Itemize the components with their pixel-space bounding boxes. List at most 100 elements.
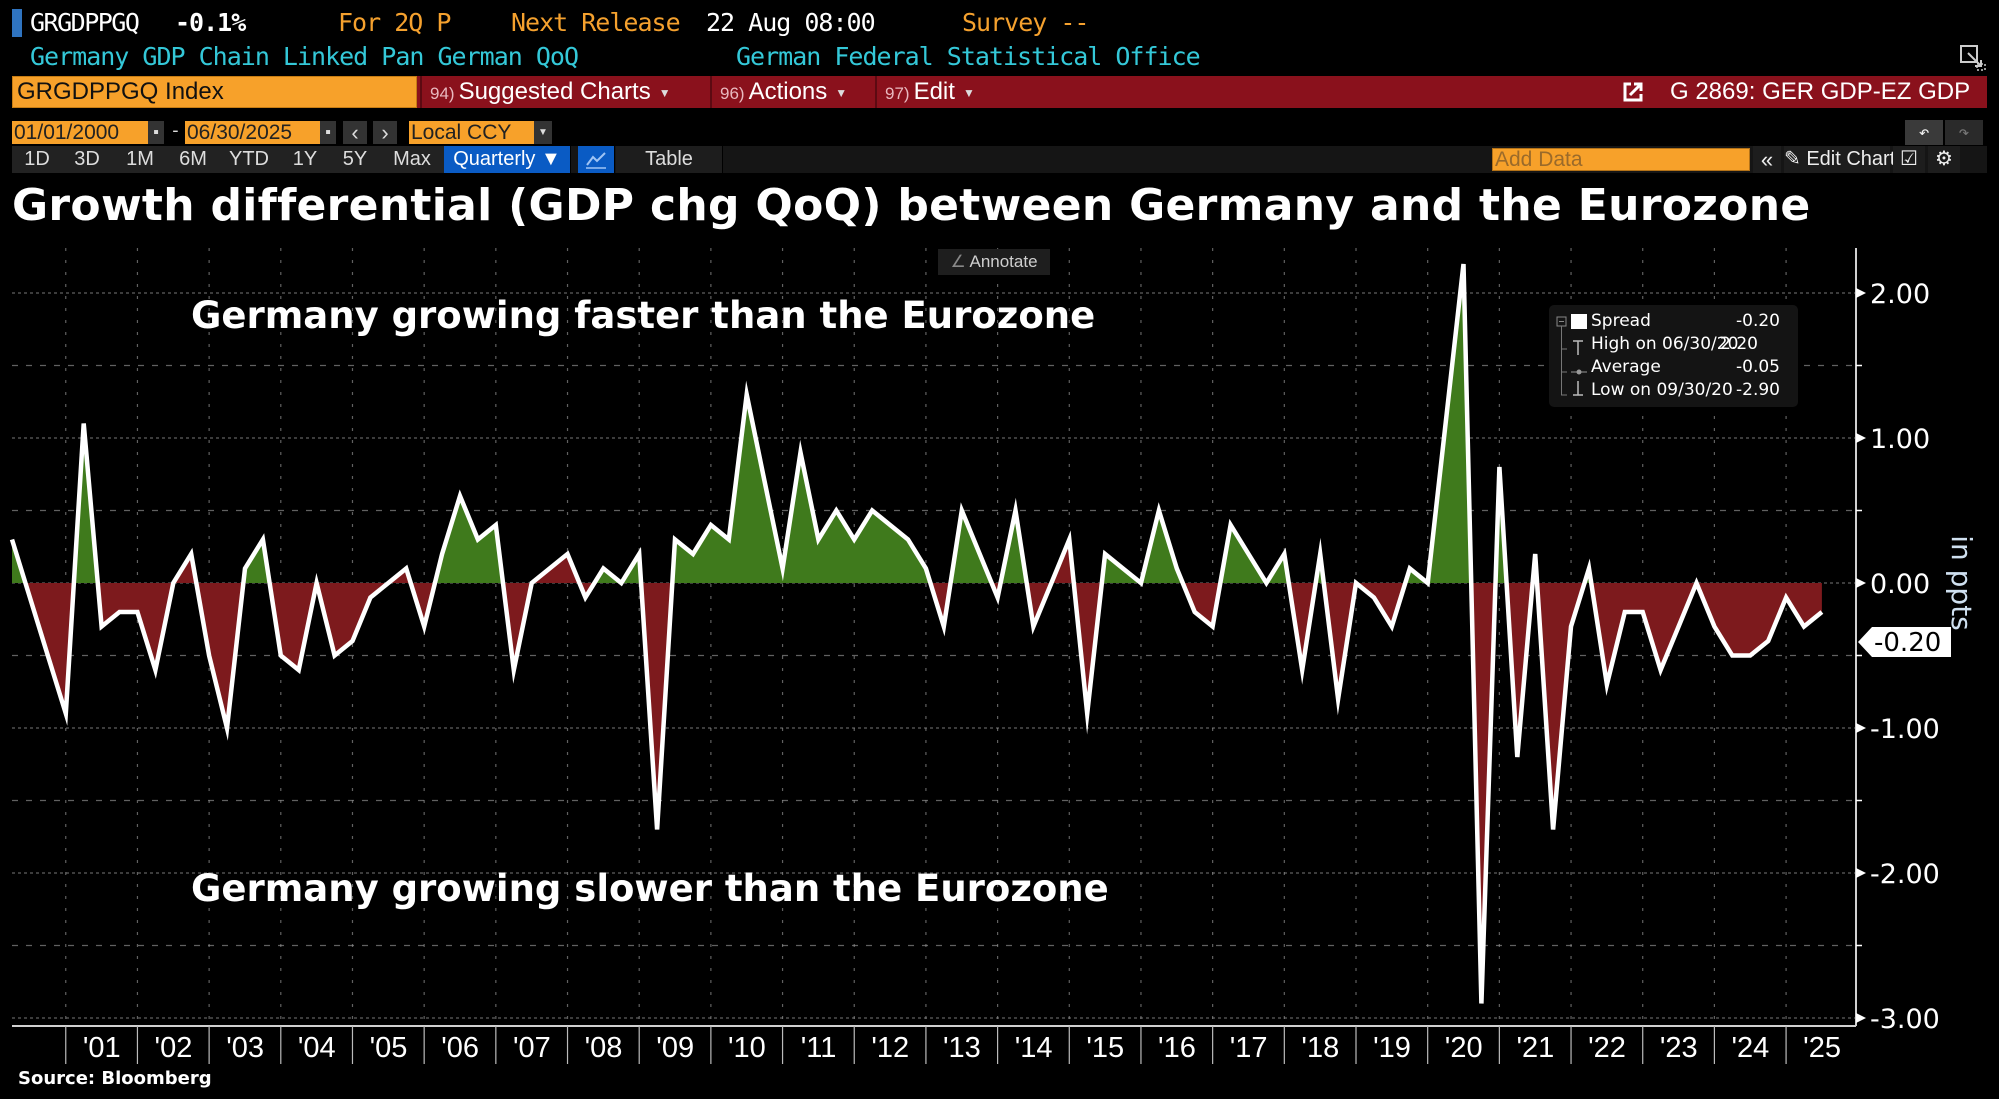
data-point	[1210, 624, 1216, 630]
range-6m[interactable]: 6M	[168, 146, 219, 173]
x-tick-label: '23	[1660, 1032, 1698, 1064]
x-tick-label: '15	[1086, 1032, 1124, 1064]
x-tick-label: '25	[1803, 1032, 1841, 1064]
negative-area	[1506, 583, 1533, 757]
last-value-label: -0.20	[1874, 628, 1941, 658]
security-input[interactable]: GRGDPPGQ Index	[12, 76, 417, 108]
data-point	[1765, 638, 1771, 644]
line-chart-icon[interactable]	[578, 146, 615, 173]
data-point	[1586, 566, 1592, 572]
data-point	[1013, 508, 1019, 514]
x-tick-label: '14	[1015, 1032, 1053, 1064]
annotation-faster: Germany growing faster than the Eurozone	[191, 294, 1096, 337]
data-point	[63, 711, 69, 717]
negative-area	[1591, 583, 1822, 685]
data-point	[224, 725, 230, 731]
calendar-icon[interactable]: ▪	[148, 121, 164, 144]
x-tick-label: '20	[1445, 1032, 1483, 1064]
external-link-icon[interactable]	[1622, 81, 1644, 103]
data-point	[1192, 609, 1198, 615]
range-3d[interactable]: 3D	[62, 146, 113, 173]
data-point	[9, 537, 15, 543]
legend-tree-icon	[1556, 314, 1587, 396]
edit-chart-button[interactable]: ✎ Edit Chart	[1784, 146, 1895, 173]
legend-high-value: 2.20	[1720, 334, 1758, 354]
currency-select[interactable]: Local CCY	[409, 121, 534, 144]
prev-period-button[interactable]: ‹	[343, 121, 367, 144]
currency-dropdown-icon[interactable]: ▼	[534, 121, 552, 144]
data-point	[1371, 595, 1377, 601]
x-tick-label: '03	[226, 1032, 264, 1064]
data-point	[959, 508, 965, 514]
data-point	[1514, 754, 1520, 760]
redo-button[interactable]: ↷	[1945, 120, 1983, 145]
chart-options-icon[interactable]: ☑	[1893, 146, 1925, 173]
end-date-field[interactable]: 06/30/2025	[185, 121, 320, 144]
data-point	[332, 653, 338, 659]
data-point	[242, 566, 248, 572]
data-point	[941, 624, 947, 630]
data-point	[278, 653, 284, 659]
grid-lines	[12, 248, 1856, 1026]
data-point	[582, 595, 588, 601]
data-point	[152, 667, 158, 673]
y-tick-label: 0.00	[1870, 569, 1930, 600]
data-point	[385, 580, 391, 586]
data-point	[995, 595, 1001, 601]
data-point	[1389, 624, 1395, 630]
data-point	[1622, 609, 1628, 615]
data-point	[1030, 624, 1036, 630]
data-point	[81, 421, 87, 427]
chart-name-link[interactable]: G 2869: GER GDP-EZ GDP	[1670, 78, 1971, 105]
data-point	[1066, 537, 1072, 543]
data-point	[780, 566, 786, 572]
collapse-button[interactable]: «	[1753, 146, 1781, 173]
data-point	[117, 609, 123, 615]
x-tick-label: '02	[155, 1032, 193, 1064]
range-1d[interactable]: 1D	[12, 146, 63, 173]
menu-number: 94)	[430, 84, 455, 103]
pencil-icon: ✎	[1784, 148, 1801, 170]
data-point	[672, 537, 678, 543]
data-point	[1102, 551, 1108, 557]
data-point	[1048, 580, 1054, 586]
popout-icon[interactable]	[1959, 44, 1987, 72]
next-period-button[interactable]: ›	[373, 121, 397, 144]
data-point	[1676, 624, 1682, 630]
negative-area	[641, 583, 673, 830]
undo-button[interactable]: ↶	[1905, 120, 1943, 145]
annotation-slower: Germany growing slower than the Eurozone	[191, 867, 1109, 910]
negative-area	[1288, 583, 1316, 670]
suggested-charts-menu[interactable]: 94) Suggested Charts ▼	[420, 76, 710, 108]
actions-menu[interactable]: 96) Actions ▼	[710, 76, 875, 108]
range-ytd[interactable]: YTD	[218, 146, 281, 173]
data-point	[1443, 421, 1449, 427]
data-point	[1425, 580, 1431, 586]
annotate-button[interactable]: ∠ Annotate	[938, 249, 1050, 275]
data-point	[439, 551, 445, 557]
y-tick-labels: 2.00 1.00 0.00 -1.00 -2.00 -3.00	[1856, 279, 1940, 1035]
data-point	[1299, 667, 1305, 673]
data-point	[708, 522, 714, 528]
y-tick-mark	[1856, 433, 1866, 443]
x-tick-label: '05	[370, 1032, 408, 1064]
range-5y[interactable]: 5Y	[330, 146, 381, 173]
y-tick-mark	[1856, 723, 1866, 733]
start-date-field[interactable]: 01/01/2000	[12, 121, 148, 144]
table-button[interactable]: Table	[616, 146, 723, 173]
frequency-select[interactable]: Quarterly ▼	[444, 146, 571, 173]
add-data-input[interactable]: Add Data	[1492, 148, 1750, 171]
data-point	[905, 537, 911, 543]
data-point	[1120, 566, 1126, 572]
legend[interactable]: Spread -0.20 High on 06/30/20 2.20 Avera…	[1549, 305, 1798, 407]
range-1m[interactable]: 1M	[112, 146, 169, 173]
edit-menu[interactable]: 97) Edit ▼	[875, 76, 995, 108]
data-point	[797, 450, 803, 456]
x-tick-label: '12	[871, 1032, 909, 1064]
data-point	[1461, 261, 1467, 267]
calendar-icon[interactable]: ▪	[320, 121, 336, 144]
gear-icon[interactable]: ⚙	[1928, 146, 1960, 173]
x-tick-label: '17	[1230, 1032, 1268, 1064]
data-point	[1407, 566, 1413, 572]
last-change-value: -0.1%	[175, 8, 246, 37]
